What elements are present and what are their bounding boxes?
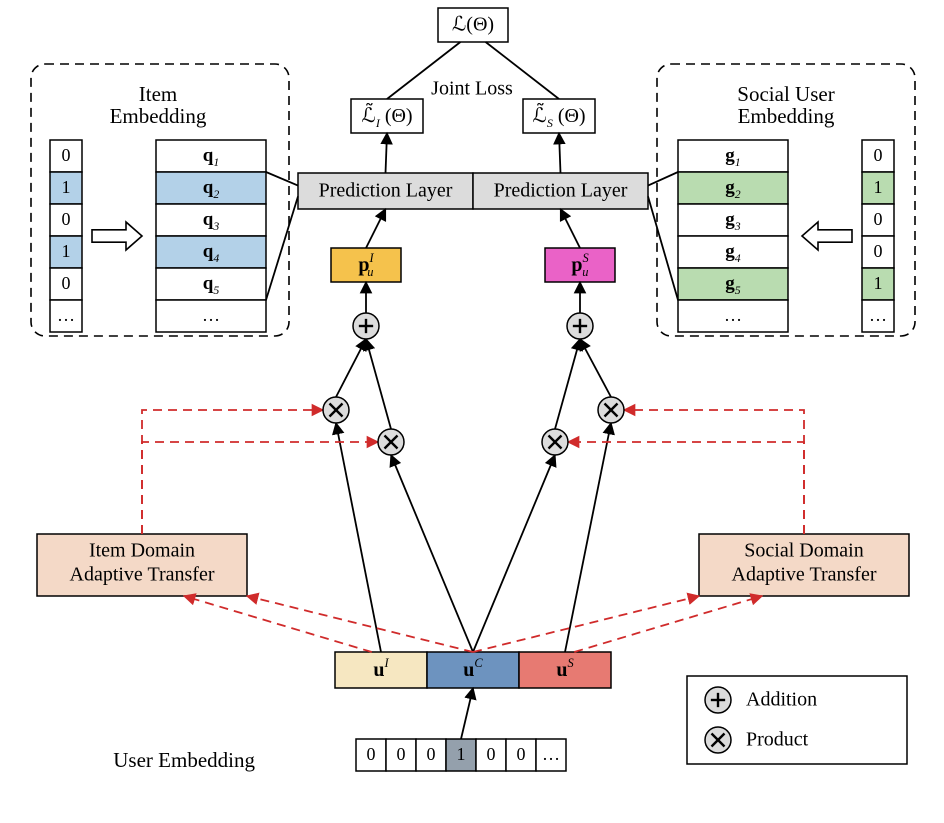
loss-right-label: ℒ̃S (Θ) [532,102,585,130]
svg-text:0: 0 [397,744,406,764]
addition-left-icon [353,313,379,339]
joint-loss-label: Joint Loss [431,78,513,100]
legend-addition-icon [705,687,731,713]
svg-text:0: 0 [367,744,376,764]
svg-text:0: 0 [427,744,436,764]
svg-text:Social User: Social User [737,82,834,106]
product-left-outer-icon [323,397,349,423]
svg-text:1: 1 [62,177,71,197]
svg-text:0: 0 [487,744,496,764]
svg-text:1: 1 [457,744,466,764]
legend-product-label: Product [746,729,809,751]
legend-addition-label: Addition [746,689,817,711]
svg-text:…: … [869,305,887,325]
svg-text:0: 0 [62,145,71,165]
svg-text:1: 1 [62,241,71,261]
user-embedding-title: User Embedding [113,748,255,772]
product-left-inner-icon [378,429,404,455]
svg-text:Adaptive Transfer: Adaptive Transfer [70,564,215,586]
product-right-inner-icon [542,429,568,455]
svg-text:0: 0 [62,273,71,293]
svg-text:Item Domain: Item Domain [89,540,195,562]
social-embedding-title: Embedding [738,104,835,128]
product-right-outer-icon [598,397,624,423]
svg-text:…: … [57,305,75,325]
social-embedding-arrow [802,222,852,250]
svg-text:Adaptive Transfer: Adaptive Transfer [732,564,877,586]
svg-text:1: 1 [874,177,883,197]
svg-text:0: 0 [62,209,71,229]
loss-label: ℒ(Θ) [452,14,494,36]
svg-text:pSu: pSu [571,251,588,279]
svg-text:0: 0 [874,145,883,165]
svg-text:pIu: pIu [358,251,374,279]
svg-text:0: 0 [874,209,883,229]
svg-text:0: 0 [874,241,883,261]
svg-text:…: … [724,305,742,325]
loss-left-label: ℒ̃I (Θ) [361,102,412,130]
svg-text:1: 1 [874,273,883,293]
svg-text:…: … [542,744,560,764]
legend-product-icon [705,727,731,753]
addition-right-icon [567,313,593,339]
svg-text:Prediction Layer: Prediction Layer [494,180,628,202]
item-embedding-arrow [92,222,142,250]
svg-text:…: … [202,305,220,325]
svg-text:Social Domain: Social Domain [744,540,863,562]
svg-text:Item: Item [139,82,177,106]
svg-text:0: 0 [517,744,526,764]
item-embedding-title: Embedding [110,104,207,128]
svg-text:Prediction Layer: Prediction Layer [319,180,453,202]
